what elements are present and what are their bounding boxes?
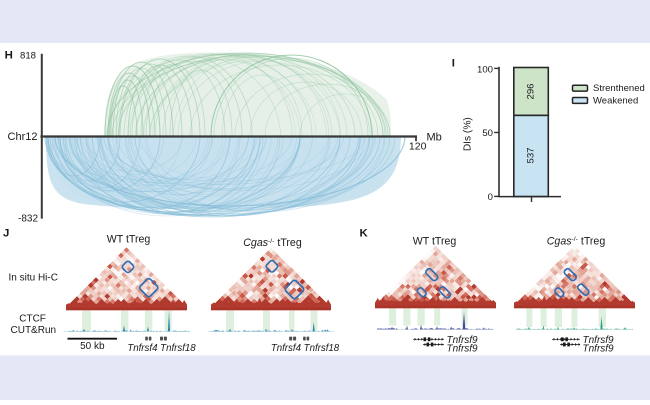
svg-text:WT tTreg: WT tTreg	[413, 235, 457, 247]
svg-text:50: 50	[482, 128, 493, 139]
svg-text:J: J	[3, 227, 9, 239]
svg-text:Chr12: Chr12	[8, 131, 38, 143]
svg-text:-832: -832	[18, 214, 38, 225]
svg-text:Tnfrsf9: Tnfrsf9	[583, 335, 615, 346]
svg-text:50 kb: 50 kb	[80, 341, 105, 352]
svg-text:818: 818	[20, 51, 36, 62]
svg-text:WT tTreg: WT tTreg	[107, 234, 151, 246]
svg-text:In situ Hi-C: In situ Hi-C	[9, 273, 58, 284]
svg-text:Tnfrsf9: Tnfrsf9	[447, 343, 479, 354]
svg-text:120: 120	[409, 140, 427, 152]
svg-text:K: K	[360, 227, 369, 239]
svg-text:Cgas-/- tTreg: Cgas-/- tTreg	[547, 235, 606, 247]
svg-text:H: H	[5, 50, 13, 62]
svg-text:CUT&Run: CUT&Run	[11, 325, 57, 336]
svg-text:537: 537	[525, 147, 536, 163]
svg-text:DIs (%): DIs (%)	[463, 117, 474, 151]
svg-text:Tnfrsf4 Tnfrsf18: Tnfrsf4 Tnfrsf18	[271, 343, 340, 354]
svg-text:100: 100	[477, 64, 493, 75]
svg-text:CTCF: CTCF	[19, 314, 46, 325]
svg-text:Tnfrsf9: Tnfrsf9	[447, 335, 479, 346]
svg-text:Mb: Mb	[427, 132, 442, 144]
svg-text:I: I	[452, 57, 455, 69]
svg-text:Weakened: Weakened	[593, 95, 638, 106]
svg-text:Strenthened: Strenthened	[593, 83, 645, 94]
svg-text:0: 0	[488, 192, 493, 203]
svg-text:Cgas-/- tTreg: Cgas-/- tTreg	[243, 237, 302, 249]
svg-text:Tnfrsf9: Tnfrsf9	[583, 343, 615, 354]
svg-text:296: 296	[525, 83, 536, 99]
svg-text:Tnfrsf4 Tnfrsf18: Tnfrsf4 Tnfrsf18	[127, 343, 196, 354]
